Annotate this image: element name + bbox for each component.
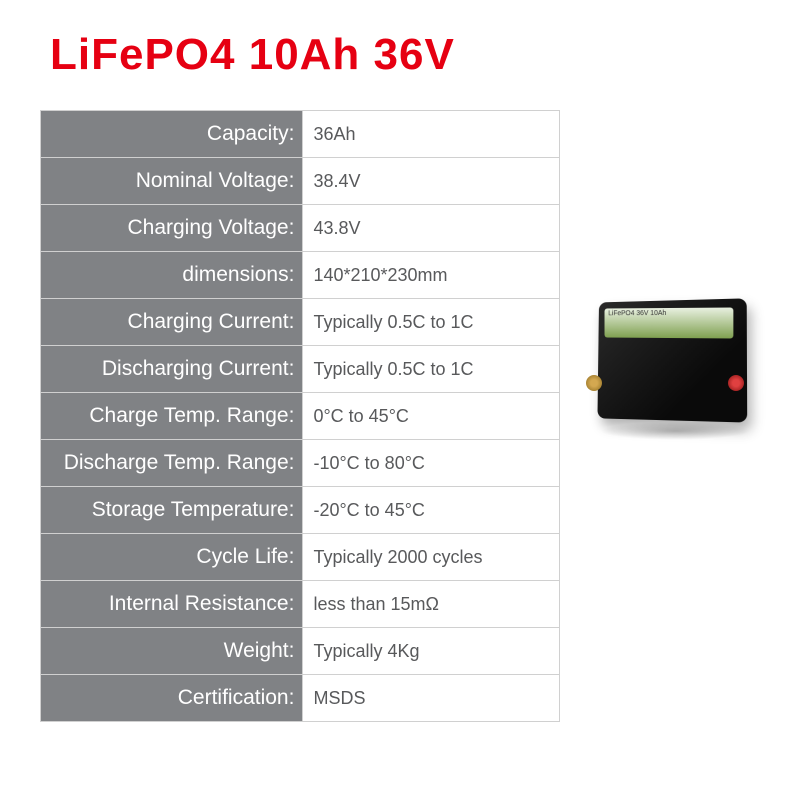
spec-label: Certification: — [41, 675, 303, 722]
table-row: Weight:Typically 4Kg — [41, 628, 560, 675]
product-title: LiFePO4 10Ah 36V — [50, 30, 760, 80]
spec-value: MSDS — [303, 675, 560, 722]
spec-value: -10°C to 80°C — [303, 440, 560, 487]
spec-label: Discharging Current: — [41, 346, 303, 393]
spec-label: Internal Resistance: — [41, 581, 303, 628]
spec-value: 36Ah — [303, 111, 560, 158]
table-row: dimensions:140*210*230mm — [41, 252, 560, 299]
spec-value: Typically 4Kg — [303, 628, 560, 675]
spec-label: Storage Temperature: — [41, 487, 303, 534]
table-row: Charging Current:Typically 0.5C to 1C — [41, 299, 560, 346]
table-row: Discharging Current:Typically 0.5C to 1C — [41, 346, 560, 393]
spec-label: Charging Voltage: — [41, 205, 303, 252]
table-row: Cycle Life:Typically 2000 cycles — [41, 534, 560, 581]
spec-value: 0°C to 45°C — [303, 393, 560, 440]
spec-table: Capacity:36AhNominal Voltage:38.4VChargi… — [40, 110, 560, 722]
spec-value: Typically 0.5C to 1C — [303, 299, 560, 346]
spec-value: 43.8V — [303, 205, 560, 252]
table-row: Capacity:36Ah — [41, 111, 560, 158]
content-area: Capacity:36AhNominal Voltage:38.4VChargi… — [40, 110, 760, 722]
spec-value: less than 15mΩ — [303, 581, 560, 628]
spec-value: 140*210*230mm — [303, 252, 560, 299]
spec-label: Weight: — [41, 628, 303, 675]
battery-label: LiFePO4 36V 10Ah — [605, 308, 734, 339]
table-row: Charging Voltage:43.8V — [41, 205, 560, 252]
table-row: Internal Resistance:less than 15mΩ — [41, 581, 560, 628]
spec-label: dimensions: — [41, 252, 303, 299]
terminal-positive-icon — [728, 375, 744, 391]
spec-label: Charging Current: — [41, 299, 303, 346]
spec-value: -20°C to 45°C — [303, 487, 560, 534]
spec-value: 38.4V — [303, 158, 560, 205]
table-row: Nominal Voltage:38.4V — [41, 158, 560, 205]
table-row: Discharge Temp. Range:-10°C to 80°C — [41, 440, 560, 487]
spec-label: Capacity: — [41, 111, 303, 158]
terminal-negative-icon — [586, 375, 602, 391]
battery-shadow — [600, 422, 750, 440]
spec-label: Nominal Voltage: — [41, 158, 303, 205]
spec-label: Discharge Temp. Range: — [41, 440, 303, 487]
spec-value: Typically 2000 cycles — [303, 534, 560, 581]
product-image: LiFePO4 36V 10Ah — [580, 280, 760, 440]
table-row: Charge Temp. Range:0°C to 45°C — [41, 393, 560, 440]
spec-label: Charge Temp. Range: — [41, 393, 303, 440]
spec-value: Typically 0.5C to 1C — [303, 346, 560, 393]
table-row: Certification:MSDS — [41, 675, 560, 722]
table-row: Storage Temperature:-20°C to 45°C — [41, 487, 560, 534]
spec-label: Cycle Life: — [41, 534, 303, 581]
